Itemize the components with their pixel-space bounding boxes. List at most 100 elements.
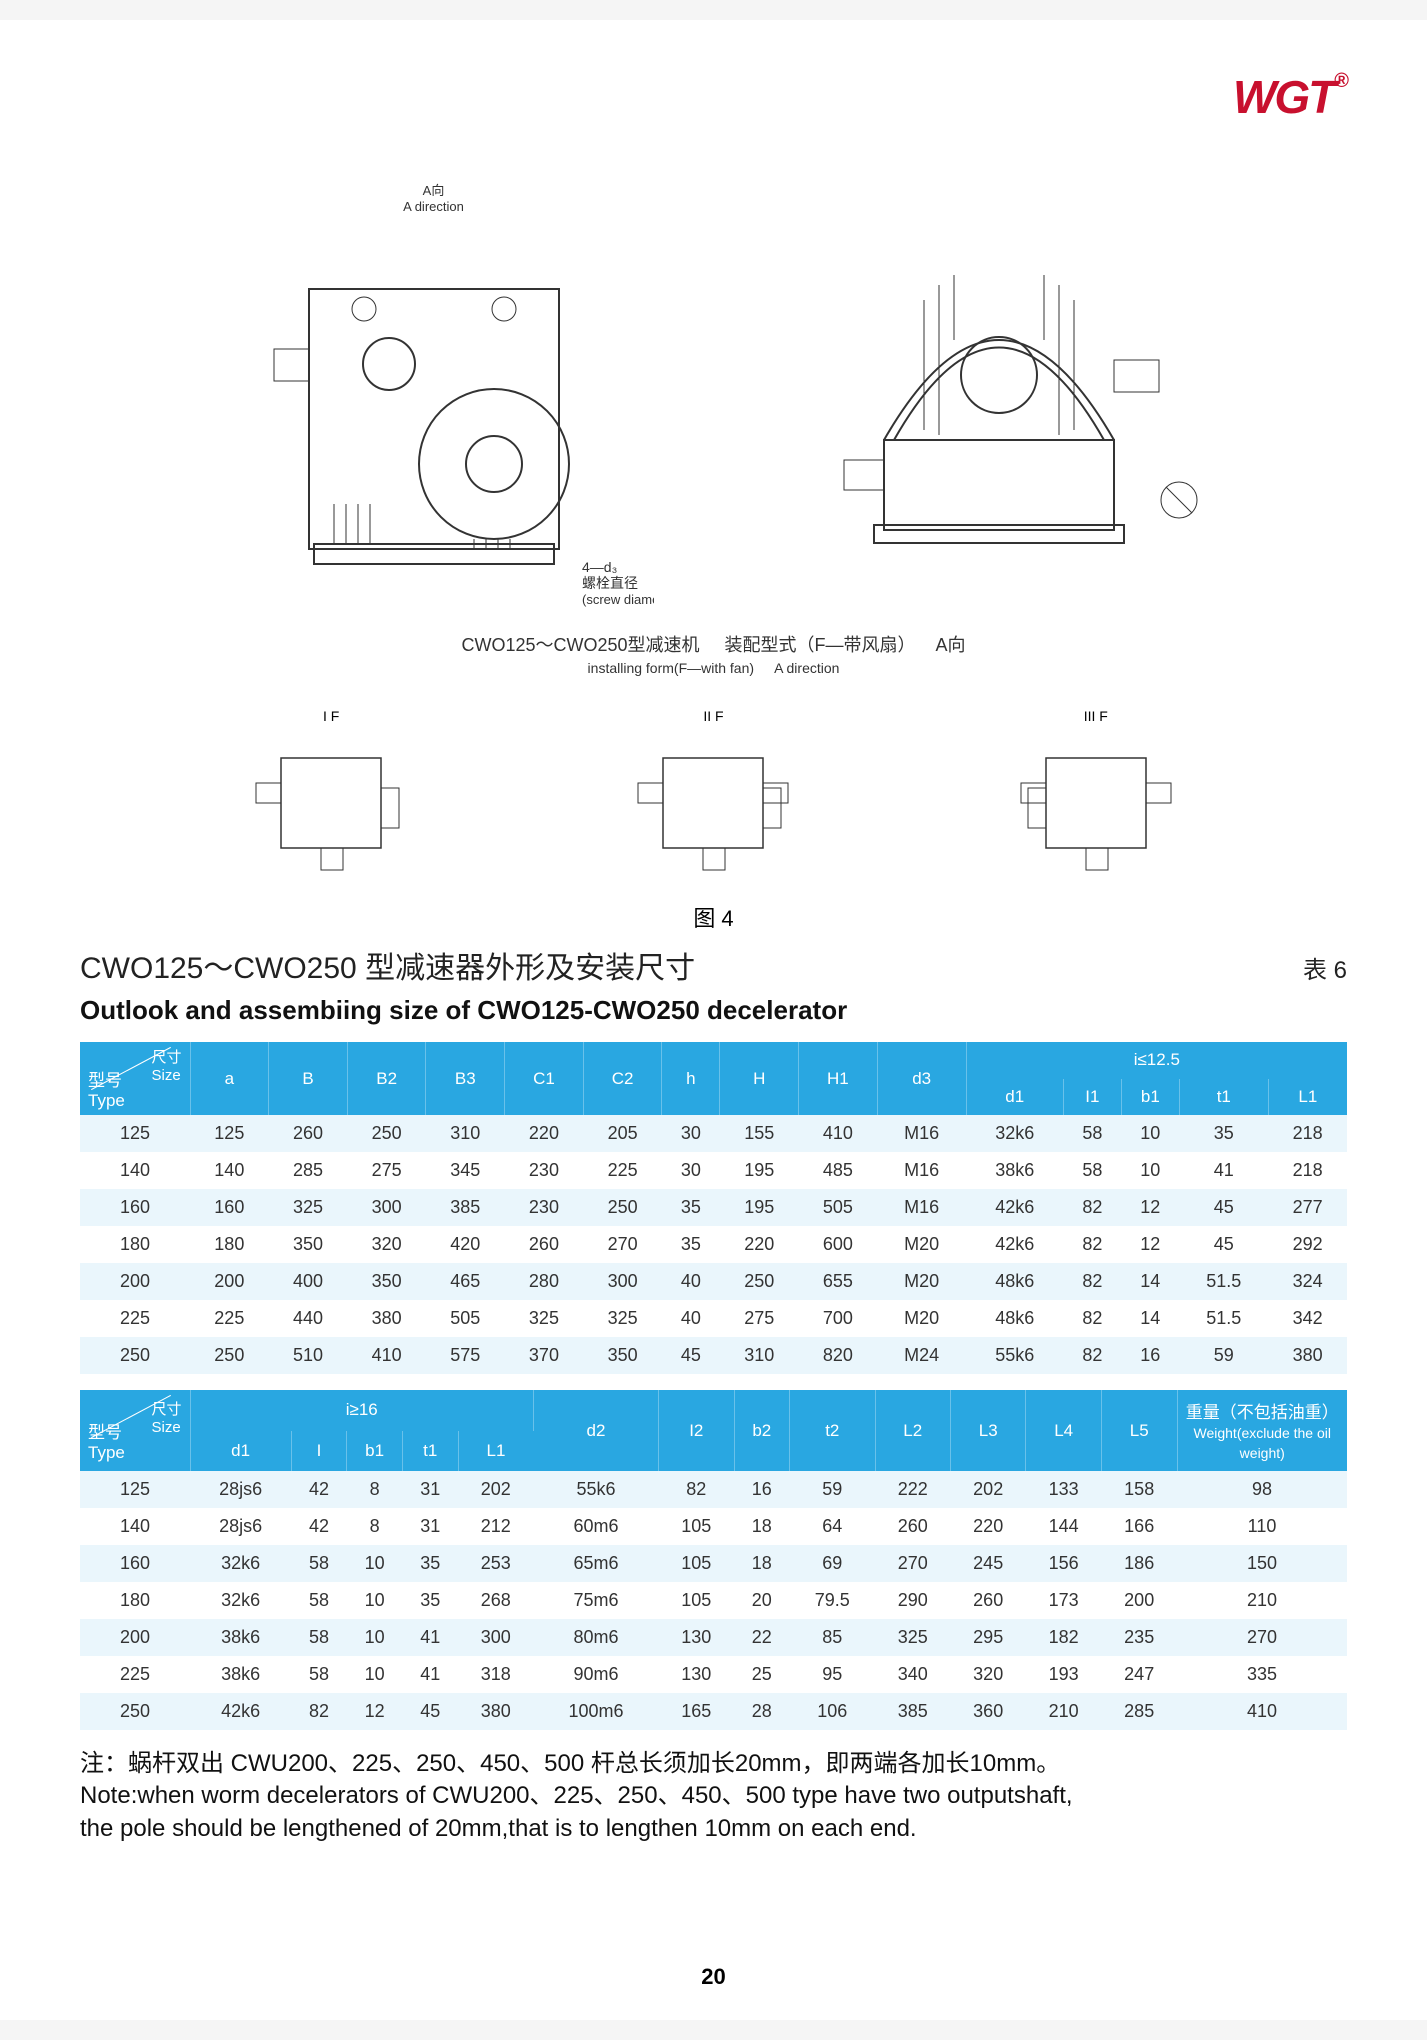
table-2-body: 12528js64283120255k682165922220213315898… [80,1471,1347,1730]
data-cell: 14 [1121,1263,1179,1300]
weight-cell: 98 [1177,1471,1347,1508]
data-cell: 292 [1268,1226,1347,1263]
table-row: 12512526025031022020530155410M1632k65810… [80,1115,1347,1152]
data-cell: 340 [875,1656,950,1693]
data-cell: 58 [291,1582,347,1619]
data-cell: 173 [1026,1582,1101,1619]
col2-b1: b1 [347,1431,403,1472]
data-cell: 10 [347,1545,403,1582]
data-cell: 58 [291,1656,347,1693]
data-cell: M24 [877,1337,966,1374]
data-cell: 48k6 [966,1300,1063,1337]
brand-text: WGT [1233,71,1334,123]
col-C1: C1 [505,1042,584,1115]
data-cell: 485 [799,1152,878,1189]
data-cell: 195 [720,1152,799,1189]
data-cell: 41 [402,1656,458,1693]
col-b1: b1 [1121,1079,1179,1116]
data-cell: 90m6 [533,1656,658,1693]
data-cell: 25 [734,1656,790,1693]
weight-cell: 110 [1177,1508,1347,1545]
page-number: 20 [0,1964,1427,1990]
data-cell: 260 [875,1508,950,1545]
col-C2: C2 [583,1042,662,1115]
data-cell: 465 [426,1263,505,1300]
table-row: 14028js64283121260m610518642602201441661… [80,1508,1347,1545]
data-cell: 222 [875,1471,950,1508]
table-row: 18018035032042026027035220600M2042k68212… [80,1226,1347,1263]
data-cell: 220 [720,1226,799,1263]
data-cell: 510 [269,1337,348,1374]
data-cell: 230 [505,1152,584,1189]
type-cell: 200 [80,1619,190,1656]
data-cell: 35 [662,1226,720,1263]
data-cell: 440 [269,1300,348,1337]
col-weight: 重量（不包括油重） Weight(exclude the oil weight) [1177,1390,1347,1471]
data-cell: 10 [1121,1152,1179,1189]
col-L5: L5 [1101,1390,1177,1471]
a-dir-cn: A向 [423,183,445,198]
size-en: Size [151,1067,180,1084]
data-cell: 205 [583,1115,662,1152]
form-1-svg [231,728,431,878]
type-cell: 160 [80,1545,190,1582]
data-cell: 42k6 [966,1189,1063,1226]
data-cell: 700 [799,1300,878,1337]
data-cell: 75m6 [533,1582,658,1619]
data-cell: 202 [458,1471,533,1508]
diagram-right-wrap [774,180,1214,619]
data-cell: 370 [505,1337,584,1374]
data-cell: 45 [1179,1226,1268,1263]
caption-mid-en: installing form(F—with fan) [588,660,755,676]
data-cell: 144 [1026,1508,1101,1545]
data-cell: 186 [1101,1545,1177,1582]
data-cell: 48k6 [966,1263,1063,1300]
title-row: CWO125～CWO250 型减速器外形及安装尺寸 表 6 [80,943,1347,987]
data-cell: 253 [458,1545,533,1582]
gearbox-front-view: 4—d₃ 螺栓直径 (screw diameter) [214,214,654,614]
data-cell: 42 [291,1471,347,1508]
data-cell: 28 [734,1693,790,1730]
note-en-1: Note:when worm decelerators of CWU200、22… [80,1780,1347,1812]
data-cell: 100m6 [533,1693,658,1730]
data-cell: 35 [1179,1115,1268,1152]
type-cell: 125 [80,1115,190,1152]
weight-cell: 270 [1177,1619,1347,1656]
data-cell: 195 [720,1189,799,1226]
data-cell: 82 [1063,1337,1121,1374]
data-cell: 250 [190,1337,269,1374]
table-row: 20038k658104130080m613022853252951822352… [80,1619,1347,1656]
col-B: B [269,1042,348,1115]
col-h: h [662,1042,720,1115]
weight-cell: 150 [1177,1545,1347,1582]
form-3: III F [996,708,1196,883]
data-cell: 130 [659,1656,734,1693]
data-cell: 325 [583,1300,662,1337]
col-B2: B2 [347,1042,426,1115]
data-cell: 325 [875,1619,950,1656]
data-cell: M20 [877,1263,966,1300]
dimensions-table-1: 尺寸Size 型号Type a B B2 B3 C1 C2 h H H1 d3 … [80,1042,1347,1374]
col2-L1: L1 [458,1431,533,1472]
type-en: Type [88,1091,125,1110]
data-cell: 320 [347,1226,426,1263]
data-cell: 350 [269,1226,348,1263]
data-cell: 10 [347,1619,403,1656]
data-cell: 12 [1121,1226,1179,1263]
table-row: 18032k658103526875m61052079.529026017320… [80,1582,1347,1619]
weight-cn: 重量（不包括油重） [1186,1403,1339,1422]
data-cell: 270 [875,1545,950,1582]
data-cell: 260 [505,1226,584,1263]
brand-logo: WGT® [1233,70,1347,124]
form-2-label: II F [613,708,813,724]
size-cn: 尺寸 [151,1049,181,1066]
data-cell: 380 [458,1693,533,1730]
data-cell: 270 [583,1226,662,1263]
data-cell: 12 [347,1693,403,1730]
data-cell: 58 [291,1545,347,1582]
data-cell: 16 [734,1471,790,1508]
data-cell: 200 [1101,1582,1177,1619]
type-cell: 180 [80,1582,190,1619]
data-cell: 105 [659,1545,734,1582]
data-cell: 290 [875,1582,950,1619]
